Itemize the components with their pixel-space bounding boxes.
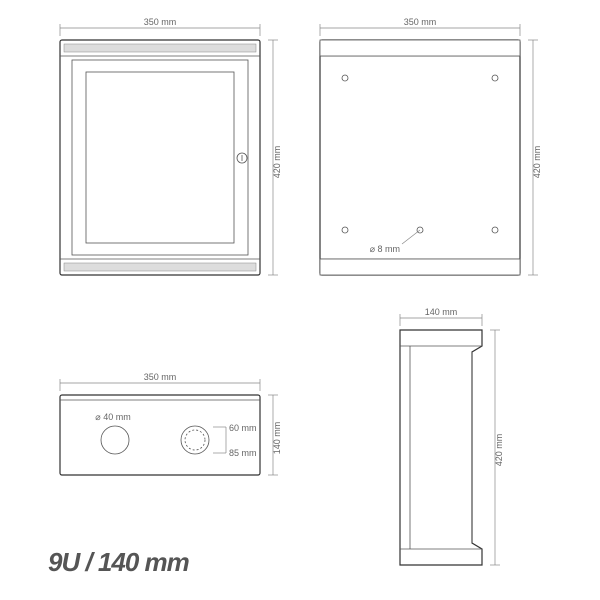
svg-text:350 mm: 350 mm: [144, 17, 177, 27]
top-view: 350 mm 140 mm ⌀ 40 mm 60 mm 85 mm: [60, 372, 282, 475]
rear-height-dim: 420 mm: [528, 40, 542, 275]
front-height-dim: 420 mm: [268, 40, 282, 275]
front-width-dim: 350 mm: [60, 17, 260, 36]
hole2-label-top: 60 mm: [229, 423, 257, 433]
drawing-title: 9U / 140 mm: [48, 547, 189, 578]
svg-text:420 mm: 420 mm: [532, 146, 542, 179]
top-width-dim: 350 mm: [60, 372, 260, 391]
svg-text:140 mm: 140 mm: [272, 422, 282, 455]
hole1-label: ⌀ 40 mm: [95, 412, 130, 422]
side-width-dim: 140 mm: [400, 307, 482, 326]
side-height-dim: 420 mm: [490, 330, 504, 565]
svg-text:350 mm: 350 mm: [404, 17, 437, 27]
mount-hole-label: ⌀ 8 mm: [370, 244, 400, 254]
front-view: 350 mm 420 mm: [60, 17, 282, 275]
side-view: 140 mm 420 mm: [400, 307, 504, 565]
rear-width-dim: 350 mm: [320, 17, 520, 36]
svg-text:140 mm: 140 mm: [425, 307, 458, 317]
hole2-label-bot: 85 mm: [229, 448, 257, 458]
rear-view: 350 mm 420 mm ⌀ 8 mm: [320, 17, 542, 275]
svg-text:420 mm: 420 mm: [272, 146, 282, 179]
svg-text:420 mm: 420 mm: [494, 434, 504, 467]
technical-drawing: 350 mm 420 mm 350 mm: [0, 0, 600, 600]
top-depth-dim: 140 mm: [268, 395, 282, 475]
svg-text:350 mm: 350 mm: [144, 372, 177, 382]
